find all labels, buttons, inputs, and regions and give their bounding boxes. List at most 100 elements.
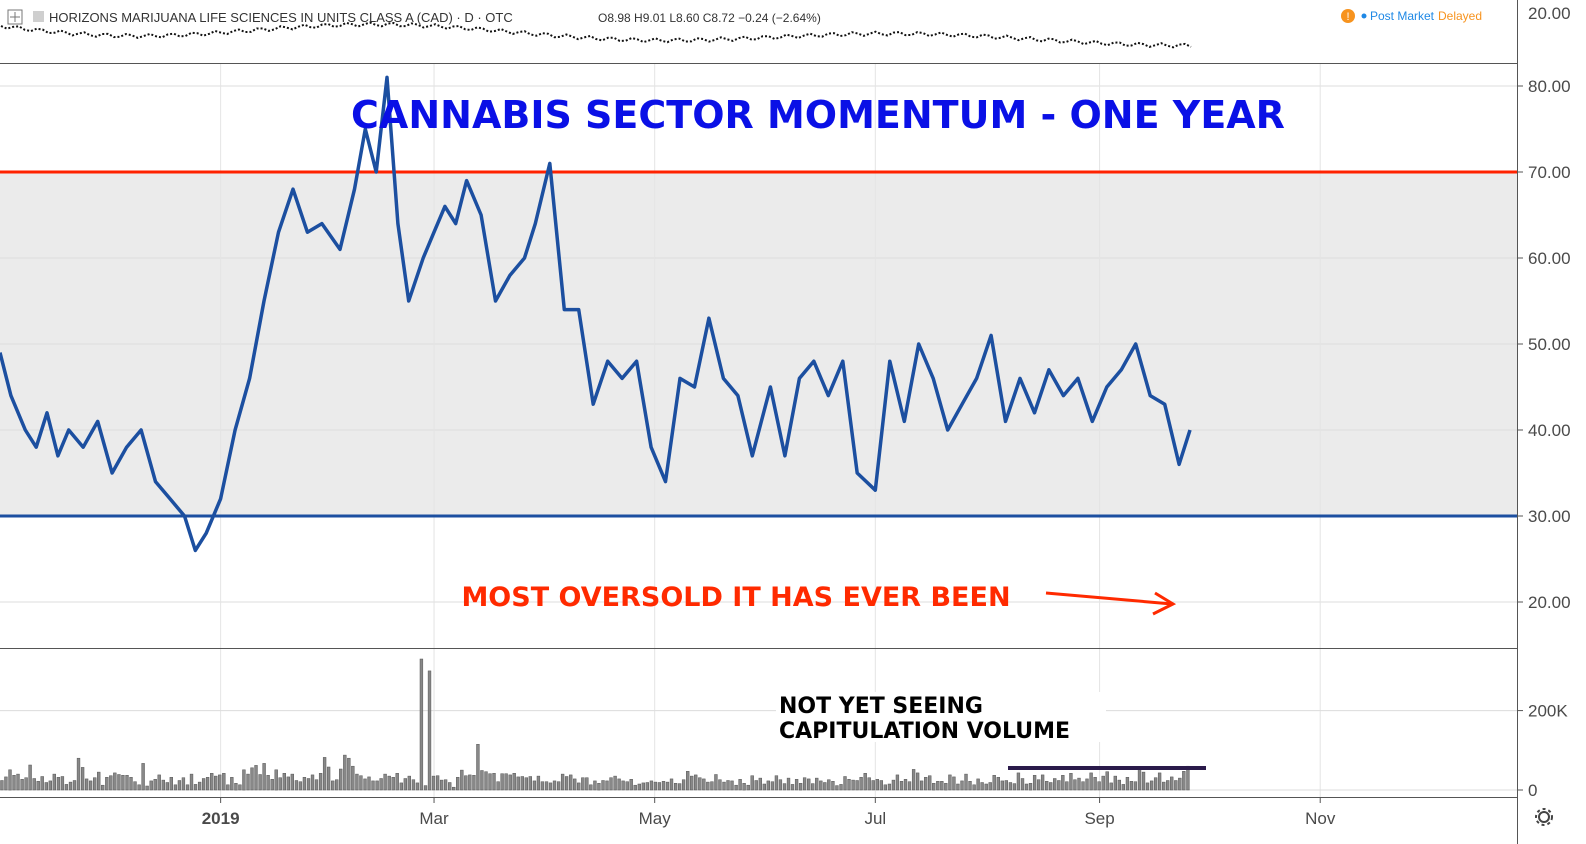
volume-bar — [8, 769, 12, 791]
volume-bar — [363, 778, 367, 791]
volume-bar — [1109, 782, 1113, 791]
volume-bar — [84, 778, 89, 791]
volume-bar — [1097, 781, 1101, 791]
volume-bar — [637, 783, 641, 791]
volume-bar — [197, 781, 202, 791]
chart-title: CANNABIS SECTOR MOMENTUM - ONE YEAR — [351, 93, 1285, 137]
volume-bar — [657, 782, 662, 791]
volume-bar — [427, 670, 432, 791]
volume-bar — [234, 783, 238, 791]
volume-bar — [460, 769, 464, 791]
volume-bar — [980, 782, 984, 791]
volume-bar — [544, 781, 549, 791]
volume-bar — [1049, 782, 1053, 791]
settings-gear-icon[interactable] — [1535, 808, 1553, 826]
crosshair-icon[interactable] — [7, 9, 23, 25]
volume-bar — [411, 779, 416, 791]
volume-annotation-line-1: NOT YET SEEING — [779, 694, 983, 719]
volume-bar — [924, 777, 928, 791]
volume-bar — [1178, 777, 1182, 791]
volume-bar — [633, 784, 637, 791]
volume-bar — [540, 781, 545, 791]
volume-bar — [903, 779, 908, 791]
volume-bar — [843, 776, 847, 791]
volume-bar — [262, 763, 266, 791]
volume-bar — [726, 780, 730, 791]
volume-bar — [774, 775, 779, 791]
volume-bar — [585, 777, 589, 791]
volume-bar — [811, 783, 815, 791]
x-tick-label: Nov — [1305, 809, 1336, 828]
volume-bar — [1008, 782, 1013, 791]
volume-bar — [677, 783, 682, 791]
volume-bar — [1133, 781, 1138, 791]
volume-bar — [205, 777, 210, 791]
volume-bar — [847, 779, 851, 791]
volume-bar — [665, 781, 670, 791]
volume-bar — [1032, 775, 1037, 791]
main-y-tick-label: 80.00 — [1528, 77, 1571, 96]
volume-bar — [298, 781, 303, 791]
price-sparkline — [0, 21, 1192, 49]
main-y-axis: 80.00 70.00 60.00 50.00 40.00 30.00 20.00 — [1517, 77, 1571, 612]
post-market-indicator[interactable]: ! Post Market Delayed — [1341, 9, 1482, 23]
volume-bar — [952, 776, 956, 791]
volume-bar — [956, 783, 960, 791]
volume-bar — [339, 768, 343, 791]
status-dot-icon — [1361, 13, 1367, 19]
volume-bar — [218, 774, 222, 791]
volume-bar — [722, 781, 726, 791]
volume-bar — [617, 778, 621, 791]
volume-bar — [855, 780, 859, 791]
volume-bar — [734, 784, 738, 791]
volume-bar — [294, 780, 299, 791]
post-market-label: Post Market — [1370, 9, 1435, 23]
volume-bar — [802, 777, 807, 791]
volume-bar — [621, 780, 625, 791]
volume-bar — [1012, 783, 1017, 791]
volume-bar — [1174, 780, 1178, 791]
volume-bar — [1089, 772, 1093, 791]
volume-bar — [286, 776, 290, 791]
volume-bar — [274, 769, 278, 791]
chart-type-icon[interactable] — [33, 11, 44, 22]
volume-bar — [645, 782, 649, 791]
volume-bar — [625, 781, 629, 791]
volume-bar — [520, 776, 524, 791]
volume-bar — [750, 775, 754, 791]
volume-bar — [371, 780, 375, 791]
volume-bar — [1166, 780, 1170, 791]
volume-bar — [399, 782, 403, 791]
volume-bar — [948, 774, 952, 791]
volume-bar — [564, 776, 569, 791]
volume-bar — [504, 773, 508, 791]
volume-bar — [710, 781, 714, 791]
volume-bar — [448, 782, 452, 791]
volume-bar — [343, 754, 347, 791]
volume-bar — [581, 777, 585, 791]
x-tick-label: Sep — [1084, 809, 1114, 828]
volume-bar — [681, 779, 686, 791]
volume-bar — [859, 777, 863, 791]
main-y-tick-label: 70.00 — [1528, 163, 1571, 182]
volume-bar — [335, 779, 339, 791]
volume-bar — [1077, 777, 1081, 791]
volume-bar — [597, 783, 601, 791]
volume-bar — [1045, 781, 1049, 791]
volume-bar — [871, 780, 875, 791]
volume-bar — [524, 777, 528, 791]
volume-bar — [1141, 771, 1146, 791]
volume-bar — [44, 782, 48, 791]
volume-bar — [508, 774, 512, 791]
volume-bar — [673, 783, 678, 791]
volume-bar — [28, 764, 32, 791]
volume-bar — [222, 773, 226, 791]
volume-bar — [786, 777, 791, 791]
volume-bar — [109, 775, 113, 791]
volume-bar — [560, 773, 565, 791]
volume-bar — [1113, 775, 1117, 791]
volume-bar — [661, 781, 666, 791]
volume-bar — [976, 778, 980, 791]
volume-bar — [770, 781, 775, 791]
symbol-title[interactable]: HORIZONS MARIJUANA LIFE SCIENCES IN UNIT… — [49, 10, 513, 25]
